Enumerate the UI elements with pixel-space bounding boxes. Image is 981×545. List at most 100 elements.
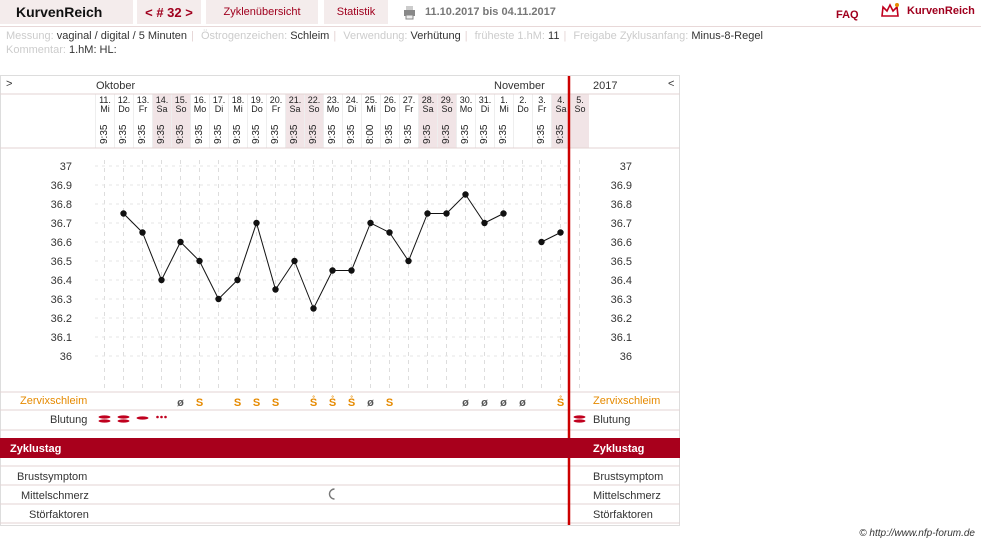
bleeding-heavy-mark (98, 419, 111, 423)
y-tick-label: 36.4 (51, 275, 72, 287)
temperature-point (158, 276, 165, 284)
day-date: 2. (519, 95, 527, 105)
day-weekday: Sa (555, 104, 567, 114)
measurement-info: Messung: vaginal / digital / 5 Minuten | … (6, 30, 763, 42)
day-date: 26. (383, 95, 397, 105)
day-column-header[interactable]: 24. Di 9:35 (342, 94, 361, 148)
day-weekday: Do (384, 104, 396, 114)
y-tick-label-right: 36.1 (611, 332, 632, 344)
day-column-header[interactable]: 13. Fr 9:35 (133, 94, 152, 148)
temperature-segment (142, 232, 162, 281)
day-weekday: Di (347, 104, 357, 114)
freigabe-label: Freigabe Zyklusanfang: (573, 30, 689, 42)
zervix-mark: ø (462, 397, 469, 409)
day-date: 21. (288, 95, 302, 105)
y-tick-label-right: 36.2 (611, 313, 632, 325)
day-date: 19. (250, 95, 264, 105)
temperature-segment (256, 222, 276, 290)
y-tick-label: 36.9 (51, 180, 72, 192)
temperature-point (253, 219, 260, 227)
oestrogen-value: Schleim (290, 30, 330, 42)
temperature-segment (484, 213, 504, 224)
messung-label: Messung: (6, 30, 54, 42)
day-date: 13. (136, 95, 150, 105)
zervix-mark: S̊ (310, 395, 317, 409)
cycle-navigation[interactable]: < # 32 > (137, 0, 201, 24)
day-column-header[interactable]: 19. Do 9:35 (247, 94, 266, 148)
kommentar-value: 1.hM: HL: (68, 44, 117, 56)
app-title: KurvenReich (16, 4, 103, 20)
day-date: 12. (117, 95, 131, 105)
day-column-header[interactable]: 18. Mi 9:35 (228, 94, 247, 148)
temperature-point (272, 286, 279, 293)
y-tick-label: 36.1 (51, 332, 72, 344)
scroll-left-arrow[interactable]: > (6, 78, 13, 90)
day-weekday: Sa (289, 104, 301, 114)
top-navigation: KurvenReich < # 32 > Zyklenübersicht Sta… (0, 0, 981, 27)
row-label-blutung-right: Blutung (593, 414, 631, 426)
day-column-header[interactable]: 21. Sa 9:35 (285, 94, 304, 148)
row-label-mittel-right: Mittelschmerz (593, 490, 661, 502)
month-november: November (494, 80, 545, 92)
day-column-header[interactable]: 5. So (570, 94, 589, 148)
day-column-header[interactable]: 28. Sa 9:35 (418, 94, 437, 148)
temperature-segment (370, 222, 390, 233)
freigabe-value: Minus-8-Regel (691, 30, 763, 42)
temperature-point (462, 191, 469, 198)
day-column-header[interactable]: 27. Fr 9:35 (399, 94, 418, 148)
day-column-header[interactable]: 26. Do 9:35 (380, 94, 399, 148)
day-column-header[interactable]: 11. Mi 9:35 (95, 94, 114, 148)
day-weekday: Fr (138, 104, 148, 114)
day-column-header[interactable]: 2. Do (513, 94, 532, 148)
day-weekday: Mo (459, 104, 473, 114)
zervix-mark: S (234, 397, 241, 409)
day-column-header[interactable]: 31. Di 9:35 (475, 94, 494, 148)
comment-info: Kommentar: 1.hM: HL: (6, 44, 117, 56)
day-column-header[interactable]: 15. So 9:35 (171, 94, 190, 148)
bleeding-light-mark (156, 415, 159, 419)
temperature-point (139, 229, 146, 236)
bleeding-medium-mark (136, 416, 149, 420)
tab-cycle-overview[interactable]: Zyklenübersicht (206, 0, 318, 24)
tab-statistics[interactable]: Statistik (324, 0, 388, 24)
temperature-point (443, 210, 450, 217)
cycle-chart (0, 75, 680, 526)
y-tick-label: 36.2 (51, 313, 72, 325)
date-range: 11.10.2017 bis 04.11.2017 (425, 6, 556, 18)
bleeding-heavy-mark (573, 419, 586, 423)
y-tick-label: 36.6 (51, 237, 72, 249)
zervix-mark: S̊ (348, 395, 355, 409)
day-column-header[interactable]: 23. Mo 9:35 (323, 94, 342, 148)
messung-value: vaginal / digital / 5 Minuten (56, 30, 188, 42)
day-column-header[interactable]: 17. Di 9:35 (209, 94, 228, 148)
day-column-header[interactable]: 16. Mo 9:35 (190, 94, 209, 148)
day-date: 30. (459, 95, 473, 105)
faq-link[interactable]: FAQ (836, 9, 859, 21)
zervix-mark: S̊ (557, 395, 564, 409)
temperature-point (215, 295, 222, 303)
day-column-header[interactable]: 30. Mo 9:35 (456, 94, 475, 148)
y-tick-label-right: 36.5 (611, 256, 632, 268)
temperature-segment (123, 213, 143, 233)
day-weekday: So (308, 104, 320, 114)
day-column-header[interactable]: 12. Do 9:35 (114, 94, 133, 148)
day-column-header[interactable]: 14. Sa 9:35 (152, 94, 171, 148)
temperature-segment (351, 222, 371, 271)
temperature-segment (408, 213, 428, 262)
printer-icon[interactable] (402, 5, 417, 20)
day-weekday: Di (480, 104, 490, 114)
row-label-zervix: Zervixschleim (20, 395, 88, 407)
day-column-header[interactable]: 29. So 9:35 (437, 94, 456, 148)
day-date: 18. (231, 95, 245, 105)
day-column-header[interactable]: 25. Mi 8:00 (361, 94, 380, 148)
day-column-header[interactable]: 22. So 9:35 (304, 94, 323, 148)
day-column-header[interactable]: 20. Fr 9:35 (266, 94, 285, 148)
scroll-right-arrow[interactable]: < (668, 78, 675, 90)
day-column-header[interactable]: 4. Sa 9:35 (551, 94, 570, 148)
y-tick-label: 36 (60, 351, 72, 363)
temperature-segment (294, 260, 314, 309)
row-label-stoer-right: Störfaktoren (593, 509, 653, 521)
day-column-header[interactable]: 1. Mi 9:35 (494, 94, 513, 148)
day-column-header[interactable]: 3. Fr 9:35 (532, 94, 551, 148)
